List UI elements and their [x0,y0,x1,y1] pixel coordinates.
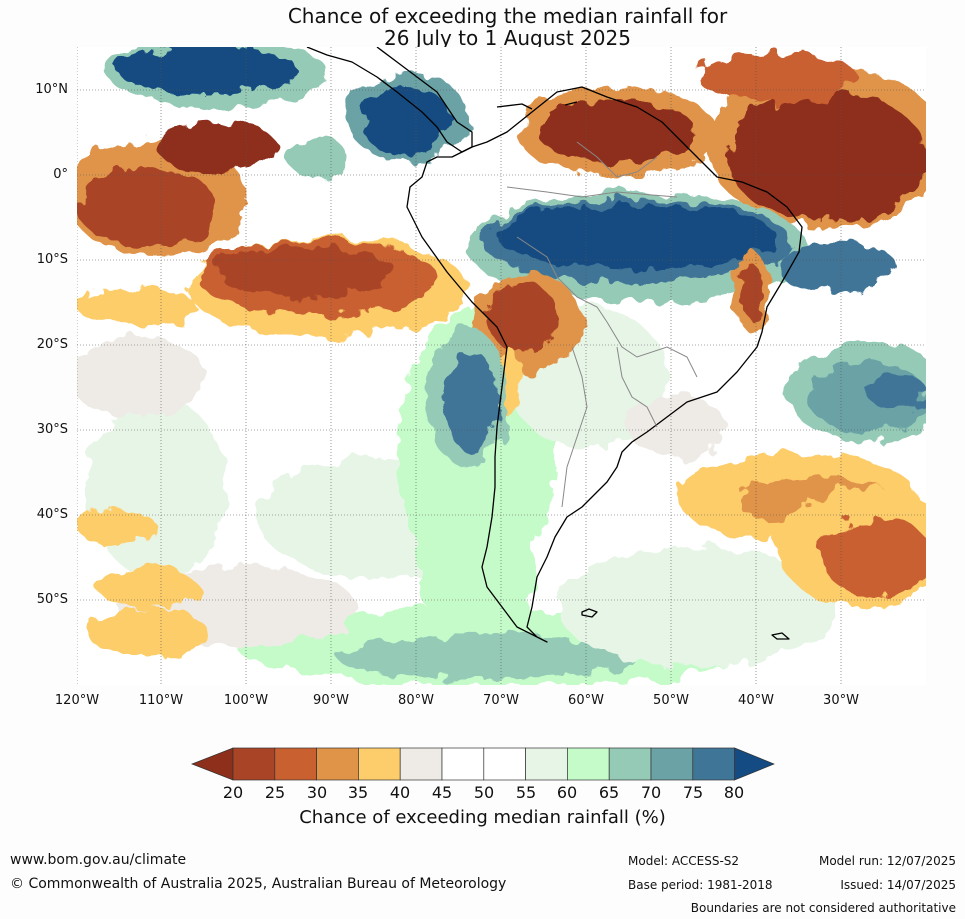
colorbar-tick-80: 80 [723,783,745,802]
lat-label-30s: 30°S [36,422,68,437]
lat-label-0: 0° [53,167,68,182]
colorbar-title: Chance of exceeding median rainfall (%) [299,807,666,828]
colorbar-tick-20: 20 [222,783,244,802]
colorbar-bin-20-25 [232,747,276,781]
colorbar-bin-40-45 [399,747,443,781]
colorbar-tick-40: 40 [389,783,411,802]
lon-label-110w: 110°W [138,693,184,708]
footer-model: Model: ACCESS-S2 [628,854,740,868]
lat-label-20s: 20°S [36,337,68,352]
footer-copyright: © Commonwealth of Australia 2025, Austra… [10,876,507,892]
colorbar-bin-55-60 [525,747,568,781]
colorbar-over-arrow [734,747,775,781]
lon-label-40w: 40°W [738,693,774,708]
map-title-line-1: Chance of exceeding the median rainfall … [287,4,728,28]
colorbar-bin-35-40 [358,747,401,781]
footer-model-run: Model run: 12/07/2025 [818,854,956,868]
colorbar-tick-45: 45 [431,783,453,802]
lon-label-80w: 80°W [398,693,434,708]
colorbar-bin-60-65 [567,747,610,781]
colorbar-tick-30: 30 [306,783,328,802]
coastline [306,47,803,643]
lon-label-30w: 30°W [823,693,859,708]
footer-url[interactable]: www.bom.gov.au/climate [10,852,187,868]
colorbar-tick-55: 55 [515,783,537,802]
colorbar-tick-65: 65 [598,783,620,802]
colorbar-under-arrow [191,747,234,781]
colorbar-bin-65-70 [608,747,652,781]
colorbar-tick-75: 75 [682,783,704,802]
lon-label-100w: 100°W [223,693,269,708]
country-borders [506,141,698,508]
lat-label-10s: 10°S [36,252,68,267]
lon-label-90w: 90°W [313,693,349,708]
colorbar-tick-70: 70 [640,783,662,802]
colorbar-bin-70-75 [650,747,694,781]
map-gridlines [77,47,926,685]
colorbar [190,746,776,782]
footer-issued: Issued: 14/07/2025 [840,878,956,892]
lat-label-10n: 10°N [35,82,68,97]
lon-label-50w: 50°W [653,693,689,708]
footer-base-period: Base period: 1981-2018 [628,878,773,892]
rainfall-probability-field [77,47,926,685]
colorbar-bin-45-50 [441,747,485,781]
lon-label-120w: 120°W [54,693,100,708]
colorbar-tick-35: 35 [347,783,369,802]
lon-label-70w: 70°W [483,693,519,708]
colorbar-bin-50-55 [483,747,526,781]
lat-label-40s: 40°S [36,507,68,522]
rainfall-probability-map [77,47,926,685]
lat-label-50s: 50°S [36,592,68,607]
footer-boundaries-note: Boundaries are not considered authoritat… [690,901,956,915]
colorbar-bin-30-35 [316,747,359,781]
lon-label-60w: 60°W [568,693,604,708]
colorbar-bin-75-80 [692,747,735,781]
colorbar-tick-60: 60 [556,783,578,802]
colorbar-bin-25-30 [274,747,317,781]
colorbar-tick-25: 25 [264,783,286,802]
map-title-line-2: 26 July to 1 August 2025 [384,26,631,50]
colorbar-tick-50: 50 [473,783,495,802]
